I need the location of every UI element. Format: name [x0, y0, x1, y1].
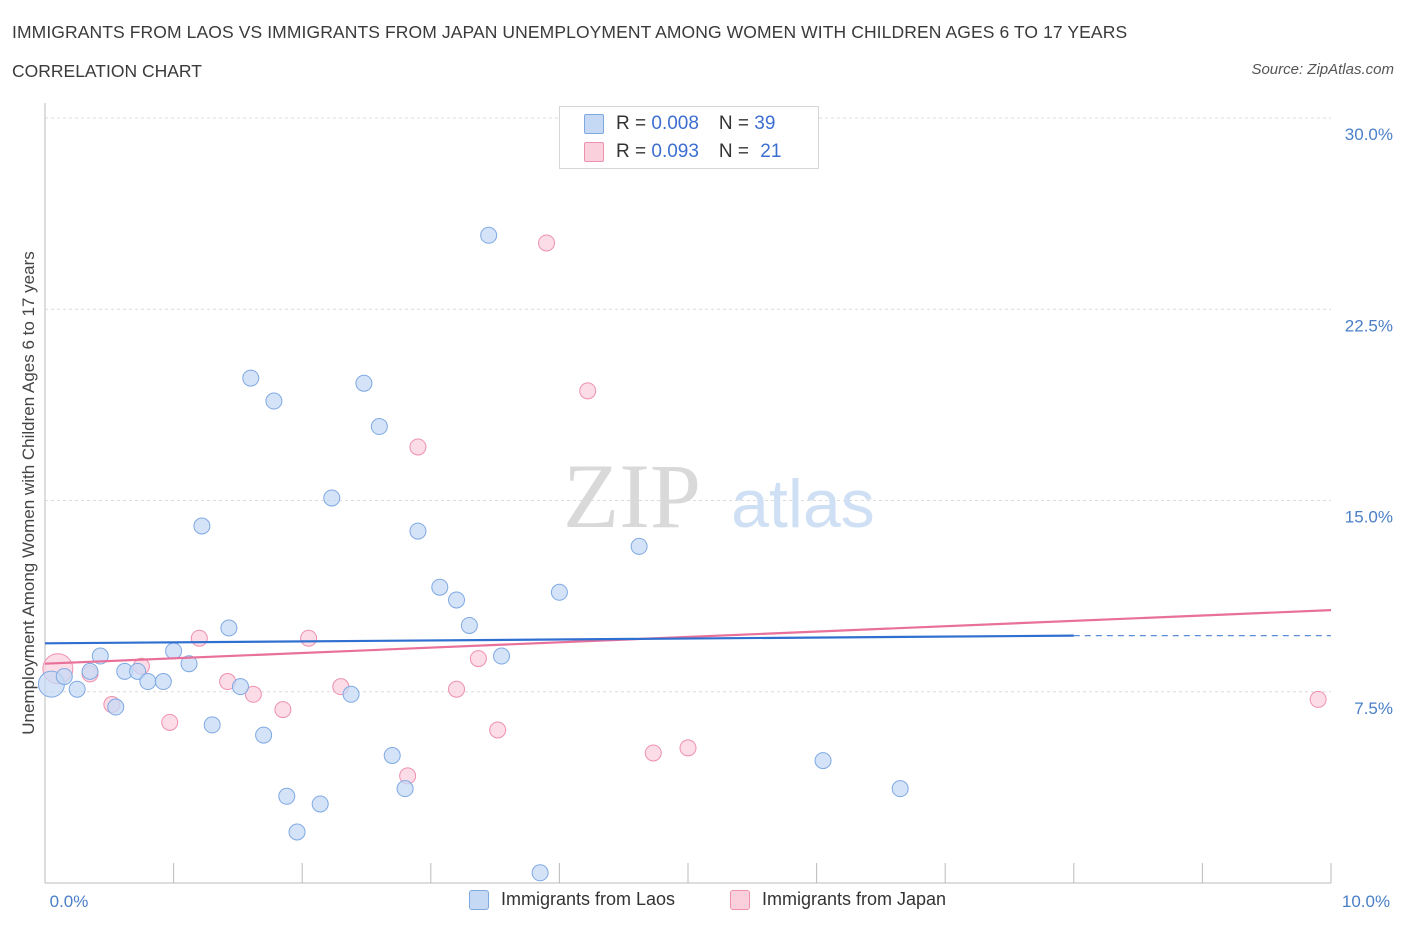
laos-point — [165, 642, 183, 660]
japan-point — [409, 438, 427, 456]
axes — [44, 103, 1332, 884]
x-tick-label: 0.0% — [50, 892, 89, 911]
japan-trend-line — [44, 609, 1332, 665]
japan-point — [448, 680, 466, 698]
legend-n-label: N = — [718, 141, 755, 162]
chart-subtitle: CORRELATION CHART — [12, 61, 202, 81]
watermark-atlas: atlas — [731, 466, 875, 542]
laos-point — [814, 752, 832, 770]
series-legend-item-japan[interactable]: Immigrants from Japan — [730, 889, 946, 910]
watermark-zip: ZIP — [563, 445, 701, 547]
legend-n-label: N = — [718, 113, 755, 134]
y-tick-label: 15.0% — [1345, 508, 1393, 527]
laos-point — [550, 583, 568, 601]
japan-point — [300, 629, 318, 647]
japan-point — [469, 650, 487, 668]
japan-point — [244, 685, 262, 703]
laos-point — [493, 647, 511, 665]
series-swatch-laos — [469, 889, 489, 910]
japan-point — [538, 234, 556, 252]
laos-point — [311, 795, 329, 813]
laos-point — [370, 418, 388, 436]
laos-point — [220, 619, 238, 637]
tick-labels: 7.5% 15.0% 22.5% 30.0% 0.0% 10.0% — [50, 125, 1393, 911]
legend-row-japan: R = 0.093 N = 21 — [584, 140, 781, 164]
japan-point — [190, 629, 208, 647]
laos-point — [278, 787, 296, 805]
laos-point — [891, 780, 909, 798]
japan-point — [161, 713, 179, 731]
laos-point — [154, 673, 172, 691]
laos-point — [55, 667, 73, 685]
legend-row-laos: R = 0.008 N = 39 — [584, 112, 775, 136]
laos-point — [431, 578, 449, 596]
source-label: Source: ZipAtlas.com — [1251, 61, 1394, 78]
laos-point — [396, 780, 414, 798]
laos-point — [342, 685, 360, 703]
laos-point — [129, 662, 147, 680]
laos-point — [81, 662, 99, 680]
x-tick-label: 10.0% — [1342, 892, 1390, 911]
legend-swatch-laos — [584, 114, 604, 134]
laos-point — [139, 673, 157, 691]
series-legend-label: Immigrants from Japan — [762, 889, 947, 909]
japan-point — [644, 744, 662, 762]
laos-point — [180, 655, 198, 673]
legend-swatch-japan — [584, 142, 604, 162]
japan-point — [579, 382, 597, 400]
laos-point — [91, 647, 109, 665]
laos-point — [460, 616, 478, 634]
legend-r-value: 0.093 — [651, 141, 699, 162]
laos-point — [383, 747, 401, 764]
laos-point — [409, 522, 427, 540]
watermark: ZIP atlas — [563, 445, 875, 547]
y-tick-label: 30.0% — [1345, 125, 1393, 144]
laos-trend-line — [44, 634, 1074, 645]
laos-point — [531, 864, 549, 882]
y-tick-label: 22.5% — [1345, 316, 1393, 335]
series-legend: Immigrants from Laos Immigrants from Jap… — [0, 889, 1406, 917]
laos-point — [255, 726, 273, 744]
laos-point — [630, 537, 648, 555]
correlation-legend: R = 0.008 N = 39 R = 0.093 N = 21 — [559, 106, 819, 169]
laos-point — [203, 716, 221, 734]
laos-point — [355, 374, 373, 392]
grid-lines — [45, 117, 1331, 693]
japan-point — [274, 701, 292, 719]
laos-point — [323, 489, 341, 507]
legend-r-label: R = — [616, 113, 652, 134]
laos-point — [288, 823, 306, 841]
japan-point — [489, 721, 507, 739]
japan-point — [679, 739, 697, 757]
laos-point — [265, 392, 283, 410]
chart-title: IMMIGRANTS FROM LAOS VS IMMIGRANTS FROM … — [12, 22, 1128, 42]
japan-point — [1309, 690, 1327, 708]
series-swatch-japan — [730, 889, 750, 910]
laos-point — [448, 591, 466, 609]
series-legend-item-laos[interactable]: Immigrants from Laos — [469, 889, 675, 910]
laos-point — [242, 369, 260, 387]
laos-points — [37, 226, 909, 882]
laos-point — [480, 226, 498, 244]
legend-r-value: 0.008 — [651, 113, 699, 134]
y-axis-label: Unemployment Among Women with Children A… — [19, 251, 38, 735]
legend-n-value: 39 — [754, 113, 776, 134]
legend-n-value: 21 — [760, 141, 782, 162]
laos-point — [193, 517, 211, 535]
series-legend-label: Immigrants from Laos — [501, 889, 676, 909]
legend-r-label: R = — [616, 141, 652, 162]
laos-point — [68, 680, 86, 698]
trend-lines — [44, 609, 1332, 665]
y-tick-label: 7.5% — [1354, 699, 1393, 718]
laos-point — [107, 698, 125, 716]
laos-point — [231, 678, 249, 696]
